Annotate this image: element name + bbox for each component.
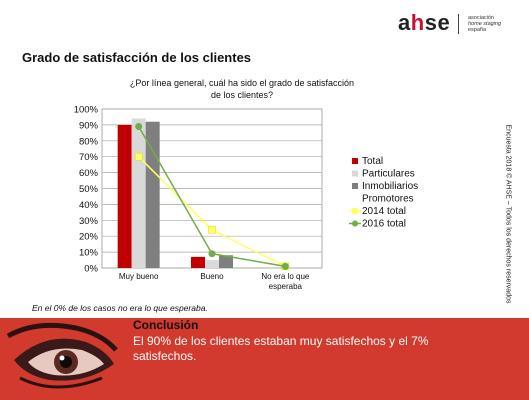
- footnote: En el 0% de los casos no era lo que espe…: [32, 303, 208, 313]
- eye-icon: [6, 322, 118, 389]
- y-tick-label: 80%: [79, 136, 99, 147]
- bar: [131, 118, 146, 268]
- legend-marker: [352, 220, 358, 227]
- legend-label: Particulares: [362, 169, 415, 180]
- legend-label: 2016 total: [362, 219, 406, 230]
- x-tick-label: Bueno: [200, 272, 224, 281]
- logo-wordmark: ahse: [398, 10, 451, 35]
- legend-label: 2014 total: [362, 206, 406, 217]
- conclusion-text: El 90% de los clientes estaban muy satis…: [133, 334, 429, 363]
- x-tick-label: Muy bueno: [119, 272, 159, 281]
- page-title: Grado de satisfacción de los clientes: [22, 50, 252, 65]
- ahse-logo: ahse asociación home staging españa: [398, 10, 516, 38]
- y-tick-label: 100%: [74, 105, 99, 116]
- legend-label: Total: [362, 156, 383, 167]
- x-tick-label: No era lo que: [261, 272, 310, 281]
- y-tick-label: 40%: [79, 200, 99, 211]
- legend-label: Inmobiliarios: [362, 181, 418, 192]
- legend-marker: [352, 208, 358, 214]
- plot-area: 0% 10% 20% 30% 40% 50% 60% 70% 80% 90% 100% Muy bue…: [74, 105, 323, 291]
- legend-swatch: [352, 158, 358, 164]
- y-tick-label: 30%: [79, 216, 99, 227]
- y-tick-label: 90%: [79, 120, 99, 131]
- chart-title-line-2: de los clientes?: [211, 90, 273, 100]
- legend-label: Promotores: [362, 194, 414, 205]
- y-tick-label: 10%: [79, 248, 99, 259]
- legend-swatch: [352, 183, 358, 189]
- line-point: [135, 122, 143, 130]
- y-tick-label: 70%: [79, 152, 99, 163]
- copyright-side-note: Encuesta 2018 © AHSE – Todos los derecho…: [504, 124, 512, 304]
- y-tick-label: 20%: [79, 232, 99, 243]
- line-point: [208, 226, 216, 234]
- logo-subtitle: asociación home staging españa: [468, 15, 502, 33]
- line-point: [208, 250, 216, 258]
- logo-separator: [458, 14, 459, 34]
- chart-title-line-1: ¿Por línea general, cuál ha sido el grad…: [130, 78, 354, 88]
- x-tick-label: esperaba: [269, 282, 303, 291]
- legend-swatch: [352, 170, 358, 177]
- line-point: [134, 152, 143, 161]
- bar: [219, 255, 233, 268]
- line-point: [281, 262, 289, 270]
- y-tick-label: 60%: [79, 168, 99, 179]
- y-tick-label: 0%: [84, 264, 98, 275]
- bar: [191, 256, 205, 268]
- y-tick-label: 50%: [79, 184, 99, 195]
- bar: [205, 260, 219, 268]
- satisfaction-chart: ¿Por línea general, cuál ha sido el grad…: [74, 78, 418, 291]
- conclusion-banner: Conclusión El 90% de los clientes estaba…: [0, 318, 529, 400]
- bar: [117, 124, 132, 269]
- conclusion-title: Conclusión: [133, 318, 199, 332]
